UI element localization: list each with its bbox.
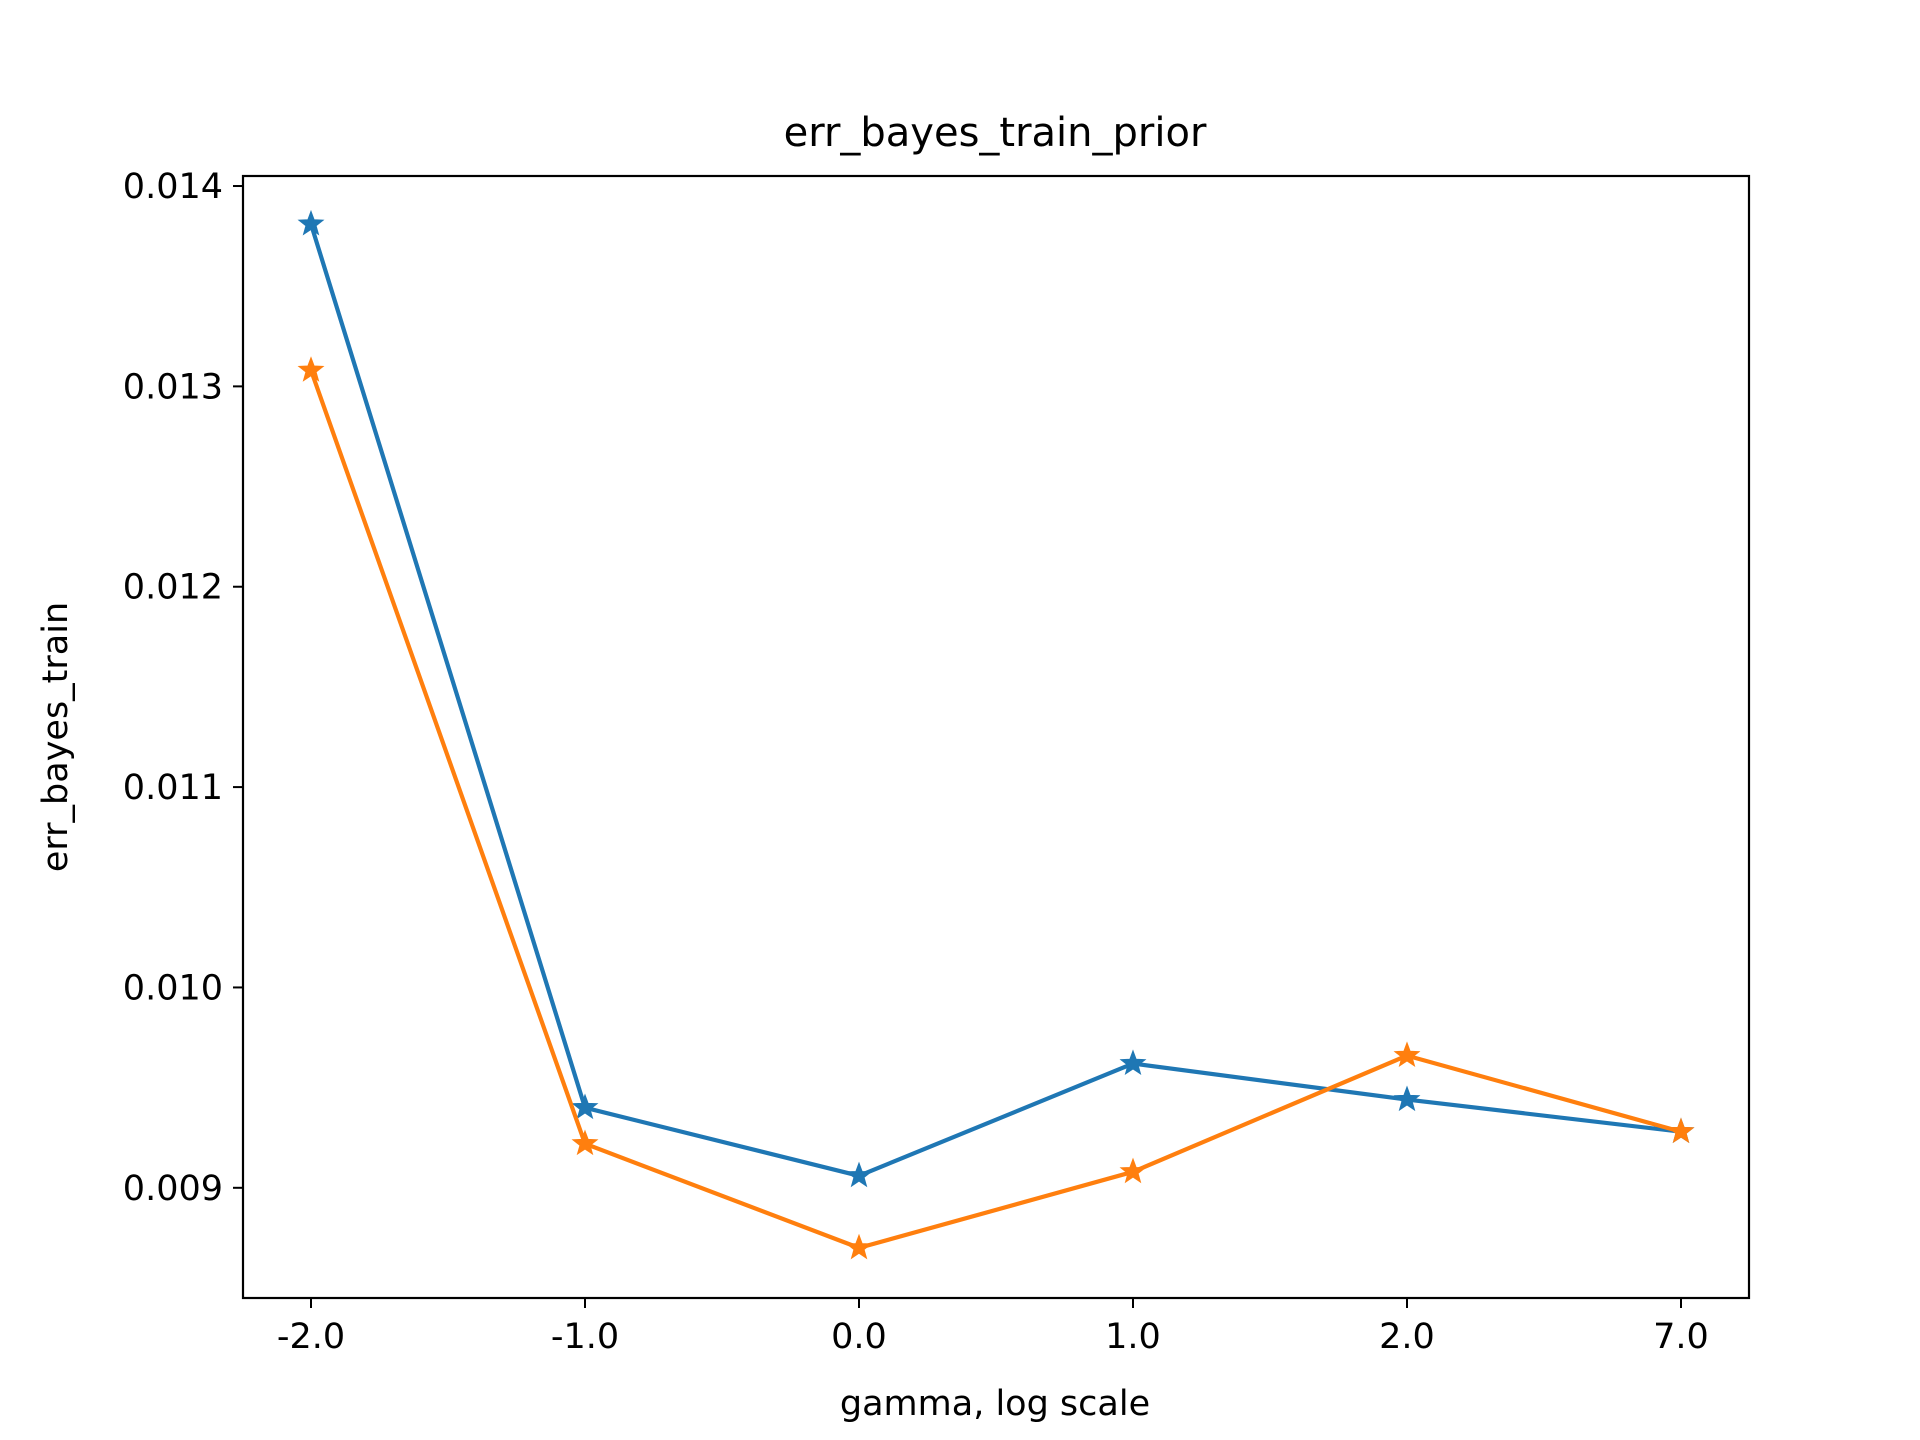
data-point-marker [1119, 1049, 1147, 1076]
y-tick-label: 0.013 [123, 367, 223, 407]
y-tick-label: 0.012 [123, 568, 223, 608]
data-point-marker [297, 356, 325, 382]
series-line [308, 367, 1684, 1251]
plot-frame [241, 174, 1751, 1300]
x-tick-label: 2.0 [1379, 1317, 1435, 1357]
data-point-marker [571, 1093, 599, 1120]
y-tick-label: 0.009 [123, 1169, 223, 1209]
data-point-marker [845, 1161, 873, 1188]
data-point-marker [1119, 1157, 1147, 1184]
data-point-marker [1393, 1041, 1421, 1068]
series-2 [297, 356, 1695, 1260]
x-tick-label: 1.0 [1105, 1317, 1161, 1357]
series-line [308, 221, 1684, 1178]
data-point-marker [297, 209, 325, 236]
x-tick-label: -1.0 [551, 1317, 619, 1357]
data-point-marker [1667, 1117, 1695, 1144]
data-point-marker [571, 1129, 599, 1156]
data-point-marker [845, 1233, 873, 1260]
series-1 [297, 209, 1695, 1188]
x-axis: -2.0 -1.0 0.0 1.0 2.0 7.0 [277, 1298, 1709, 1357]
x-tick-label: 0.0 [831, 1317, 887, 1357]
x-tick-label: -2.0 [277, 1317, 345, 1357]
y-axis: 0.009 0.010 0.011 0.012 0.013 0.014 [123, 167, 243, 1209]
y-tick-label: 0.011 [123, 768, 223, 808]
x-tick-label: 7.0 [1653, 1317, 1709, 1357]
chart-title: err_bayes_train_prior [784, 110, 1207, 156]
y-tick-label: 0.014 [123, 167, 223, 207]
y-axis-label: err_bayes_train [36, 602, 76, 872]
series-layer [297, 209, 1695, 1260]
data-point-marker [1393, 1085, 1421, 1112]
y-tick-label: 0.010 [123, 968, 223, 1008]
x-axis-label: gamma, log scale [840, 1384, 1150, 1424]
